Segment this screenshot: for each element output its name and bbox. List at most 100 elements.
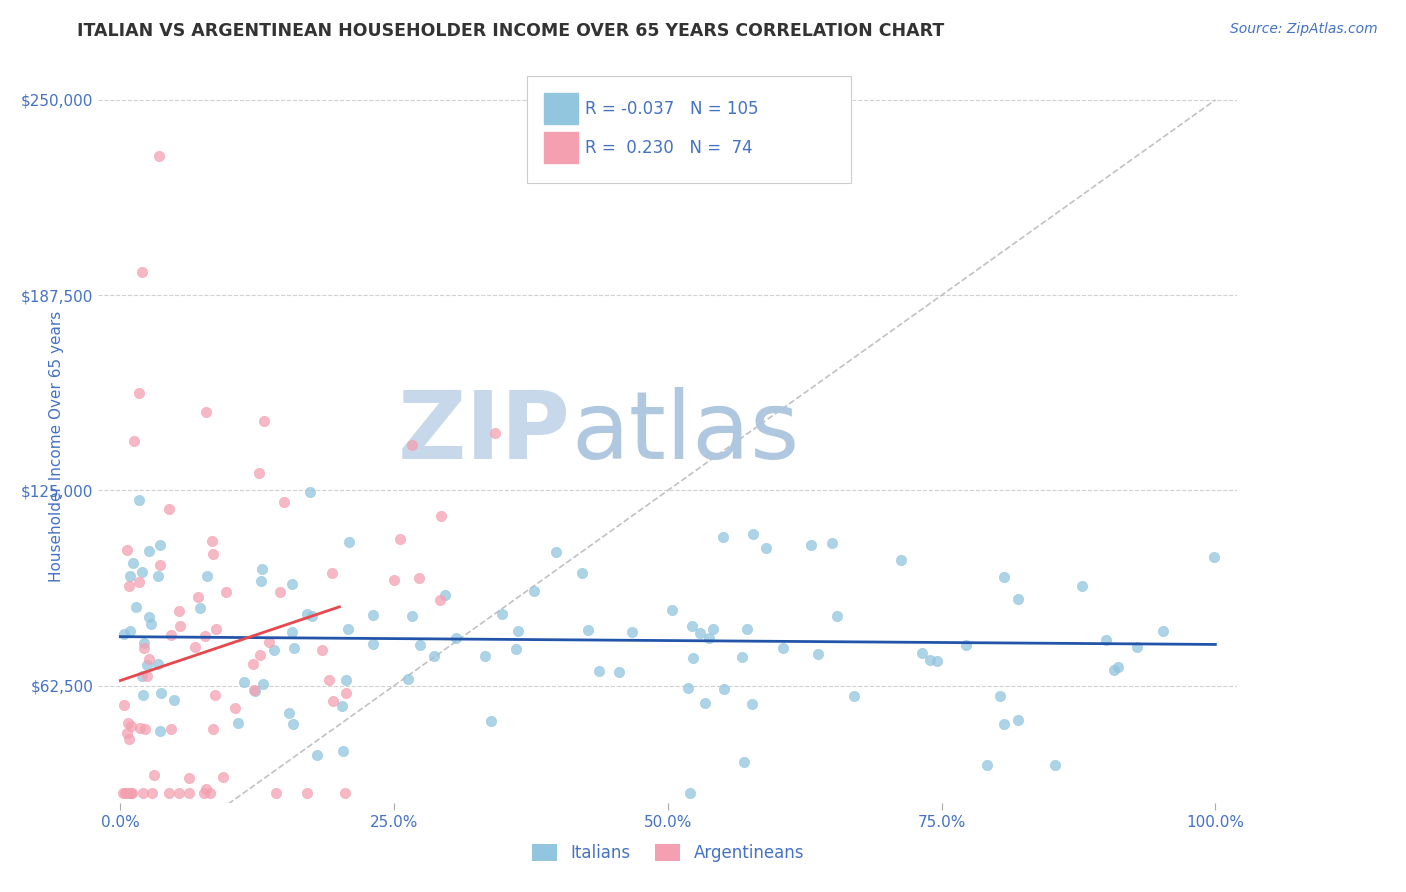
Point [121,786,143,800]
Point [1107,660,1129,674]
Point [955,638,977,652]
Point [194,629,217,643]
Point [911,646,934,660]
Point [330,699,353,714]
Point [695,696,717,710]
Point [184,640,207,654]
Point [408,638,430,652]
Point [422,648,444,663]
Point [149,538,172,552]
Point [167,604,190,618]
Point [273,495,295,509]
Point [200,786,222,800]
Point [993,717,1015,731]
Point [201,533,224,548]
Point [382,573,405,587]
Point [544,545,567,559]
Point [215,585,238,599]
Point [120,786,142,800]
Point [120,569,142,583]
Point [157,502,180,516]
Point [433,588,456,602]
Point [249,467,271,481]
Point [682,650,704,665]
Point [408,571,430,585]
Point [121,556,143,570]
Point [821,536,844,550]
Point [336,623,359,637]
Point [742,527,765,541]
Point [131,669,153,683]
Point [491,607,513,621]
Point [1070,578,1092,592]
Point [523,583,546,598]
Point [177,786,200,800]
Point [188,601,211,615]
Point [160,628,183,642]
Point [681,619,703,633]
Point [430,509,453,524]
Point [195,405,218,419]
Point [249,648,271,662]
Point [679,786,702,800]
Point [120,719,142,733]
Point [825,608,848,623]
Point [118,732,141,747]
Point [697,631,720,645]
Point [132,688,155,702]
Point [242,683,264,698]
Point [195,569,218,583]
Point [212,771,235,785]
Point [301,608,323,623]
Point [361,637,384,651]
Point [988,689,1011,703]
Point [249,574,271,589]
Point [337,535,360,549]
Point [363,608,385,623]
Point [401,438,423,452]
Point [112,786,135,800]
Point [201,547,224,561]
Point [252,677,274,691]
Point [731,649,754,664]
Point [125,599,148,614]
Point [245,683,267,698]
Point [134,636,156,650]
Point [224,701,246,715]
Point [128,386,150,401]
Point [128,575,150,590]
Point [661,603,683,617]
Point [131,565,153,579]
Point [474,648,496,663]
Point [242,657,264,671]
Point [1007,591,1029,606]
Point [578,624,600,638]
Point [169,619,191,633]
Point [588,665,610,679]
Point [226,716,249,731]
Point [281,717,304,731]
Point [138,652,160,666]
Point [142,768,165,782]
Point [232,675,254,690]
Point [134,722,156,736]
Point [335,686,357,700]
Point [689,625,711,640]
Point [322,694,344,708]
Point [711,530,734,544]
Point [250,561,273,575]
Point [918,653,941,667]
Point [136,669,159,683]
Point [755,541,778,555]
Point [131,265,153,279]
Point [205,622,228,636]
Point [1202,550,1225,565]
Point [148,569,170,583]
Point [148,149,170,163]
Point [149,686,172,700]
Point [187,590,209,604]
Point [139,616,162,631]
Point [149,558,172,573]
Point [138,544,160,558]
Point [401,609,423,624]
